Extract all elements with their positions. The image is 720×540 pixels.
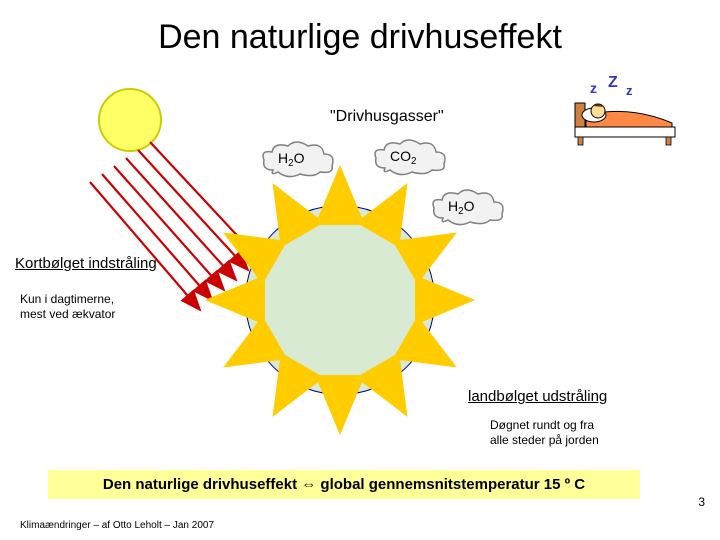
page-title: Den naturlige drivhuseffekt — [0, 18, 720, 57]
longwave-note: Døgnet rundt og fra alle steder på jorde… — [490, 418, 599, 448]
shortwave-note: Kun i dagtimerne, mest ved ækvator — [20, 292, 115, 322]
sleeping-figure-icon: z Z z — [560, 75, 690, 150]
subtitle-drivhusgasser: "Drivhusgasser" — [330, 108, 444, 126]
svg-text:z: z — [626, 83, 633, 98]
cloud-co2 — [370, 138, 450, 176]
svg-text:Z: Z — [608, 75, 618, 91]
sun-icon — [98, 88, 162, 152]
conclusion-box: Den naturlige drivhuseffekt ⇔ global gen… — [48, 470, 640, 499]
cloud-h2o-left — [258, 140, 338, 178]
page-number: 3 — [698, 495, 705, 509]
longwave-heading: landbølget udstråling — [468, 388, 607, 405]
earth-icon — [245, 205, 435, 395]
footer-credit: Klimaændringer – af Otto Leholt – Jan 20… — [20, 520, 214, 531]
shortwave-heading: Kortbølget indstråling — [15, 255, 157, 272]
svg-text:z: z — [590, 80, 597, 96]
cloud-h2o-right — [428, 188, 508, 226]
